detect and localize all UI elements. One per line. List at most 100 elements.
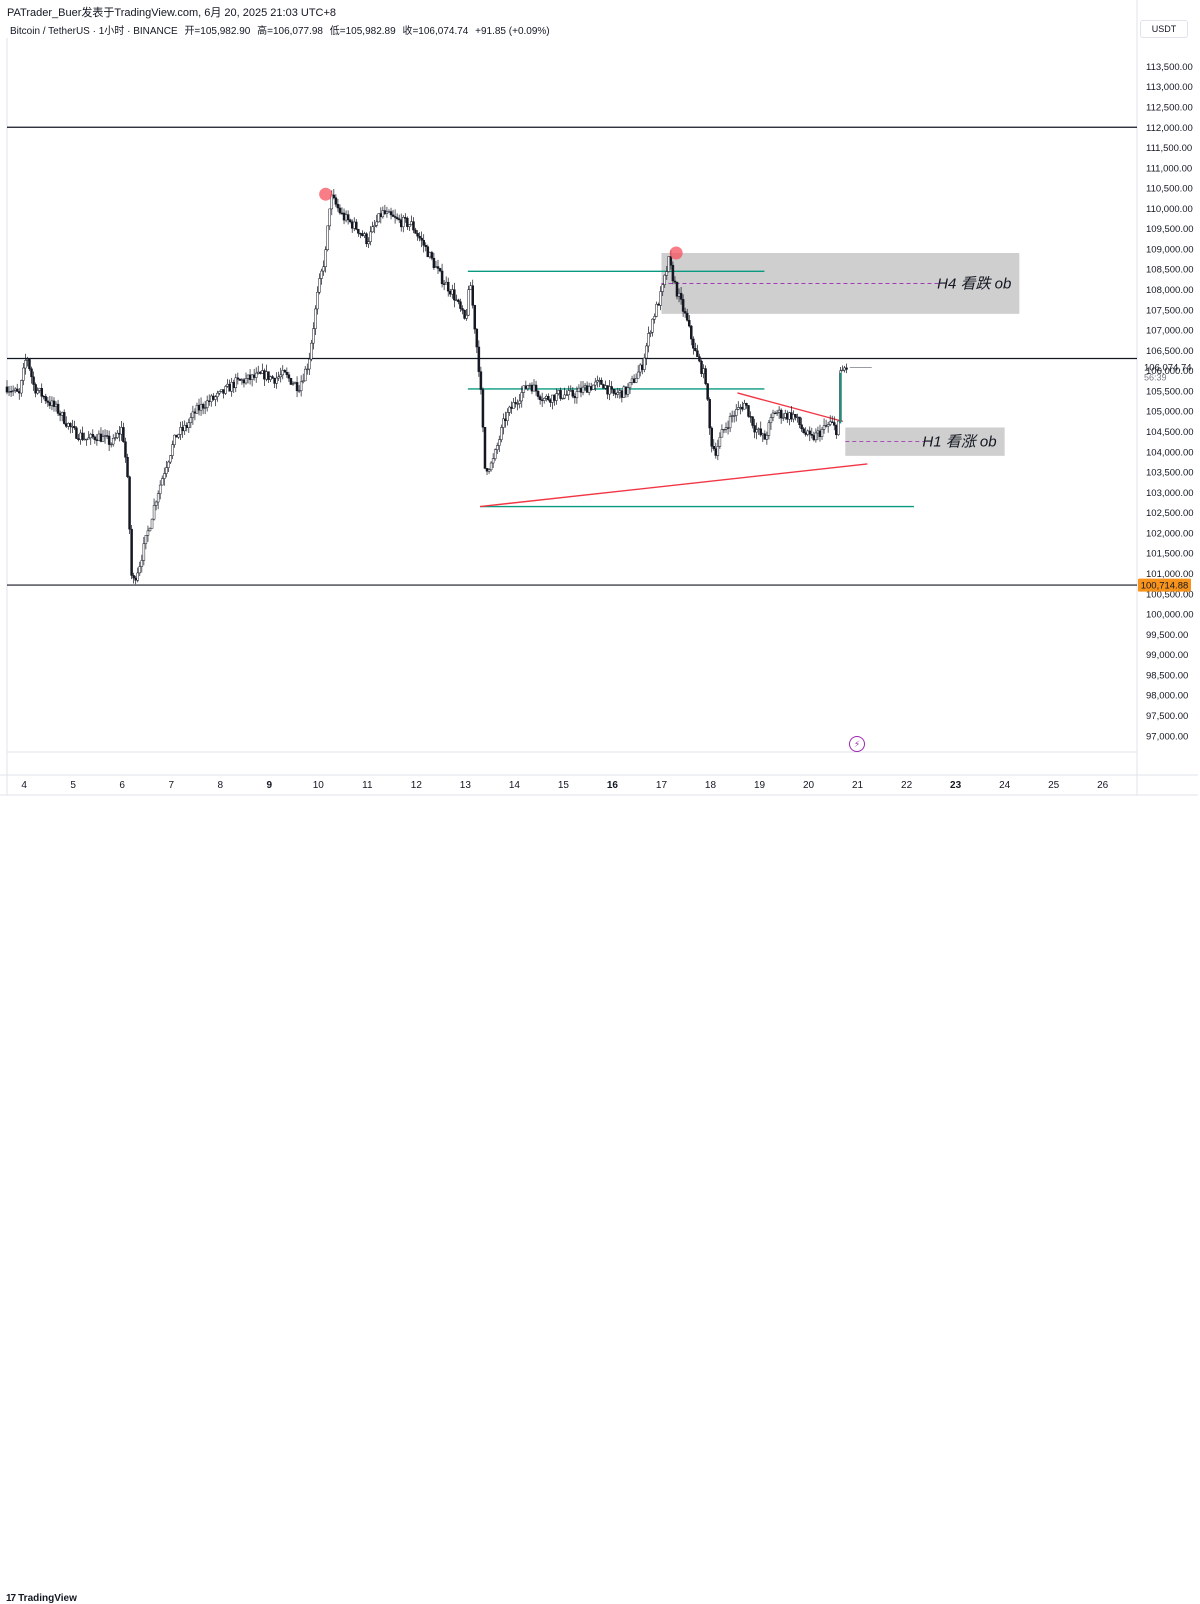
price-chart[interactable]: H4 看跌 ob H1 看涨 ob 97,000.00 97,500.00 98,00… [0,0,1200,815]
candle-body [154,501,158,506]
candle-body [802,428,805,433]
candle-body [600,379,603,385]
candle-body [269,376,272,380]
currency-selector[interactable]: USDT [1140,20,1188,38]
y-tick-label: 97,000.00 [1146,731,1188,742]
candle-body [189,417,193,424]
candle-body [538,396,542,401]
candle-body [77,438,80,440]
candle-body [114,437,117,439]
candle-body [367,241,370,245]
candle-body [234,377,238,389]
y-tick-label: 112,000.00 [1146,123,1193,134]
candle-body [395,217,399,220]
candle-body [606,385,609,395]
candle-body [177,434,180,438]
price-axis[interactable]: 97,000.00 97,500.00 98,000.00 98,500.00 99,0… [1146,62,1194,742]
candle-body [712,446,716,449]
candle-body [536,390,540,397]
ob-zones: H4 看跌 ob H1 看涨 ob [661,253,1020,456]
candle-body [320,270,323,279]
candle-body [365,233,368,245]
candle-body [557,390,560,394]
candle-body [222,389,225,394]
candle-body [146,530,150,536]
candle-body [843,367,846,371]
candle-body [757,428,760,430]
candle-body [771,412,775,418]
candle-body [471,285,474,306]
candle-body [534,384,538,392]
y-tick-label: 107,000.00 [1146,326,1194,337]
candle-body [808,430,812,435]
bar-countdown-label: 56:39 [1144,373,1167,383]
candle-body [334,197,338,205]
candle-body [81,432,84,440]
symbol-title[interactable]: Bitcoin / TetherUS · 1小时 · BINANCE [10,26,178,37]
candle-body [111,437,115,445]
candle-body [87,437,90,440]
candle-body [169,455,172,463]
candle-body [636,371,640,379]
ob-zone-label: H1 看涨 ob [922,434,996,451]
candle-body [377,213,381,223]
y-tick-label: 104,000.00 [1146,447,1194,458]
candle-body [837,420,840,436]
candle-body [232,381,235,389]
candle-body [845,367,848,370]
candle-body [38,388,41,391]
candles [5,189,872,585]
x-tick-label: 18 [705,780,717,791]
x-tick-label: 5 [70,780,76,791]
candle-body [796,416,799,419]
candle-body [389,211,393,216]
candle-body [779,409,783,419]
candle-body [412,221,415,231]
x-tick-label: 13 [460,780,472,791]
candle-body [775,412,779,414]
candle-body [604,385,607,389]
candle-body [310,342,313,360]
candle-body [591,384,595,390]
candle-body [692,338,695,349]
candle-body [479,371,483,390]
y-tick-label: 105,000.00 [1146,407,1194,418]
candle-body [363,233,366,237]
candle-body [295,382,299,392]
candle-body [64,423,68,427]
time-axis[interactable]: 4 5 6 7 8 9 10 11 12 13 14 15 16 17 18 19 20 21 22 23 24 25 26 [21,780,1108,791]
candle-body [765,435,769,440]
candle-body [52,400,56,407]
candle-body [289,378,293,385]
candle-body [671,264,675,282]
candle-body [528,384,532,387]
candle-body [332,194,336,199]
candle-body [520,392,524,402]
candle-body [661,284,664,292]
candle-body [218,391,221,394]
candle-body [103,435,107,437]
x-tick-label: 10 [313,780,325,791]
candle-body [140,560,144,567]
candle-body [338,207,342,214]
candle-body [759,428,762,436]
x-tick-label: 20 [803,780,815,791]
x-tick-label: 17 [656,780,668,791]
candle-body [818,430,822,437]
candle-body [444,281,448,285]
candle-body [344,214,348,221]
candle-body [416,233,419,237]
candle-body [308,358,311,370]
candle-body [841,369,844,372]
candle-body [516,403,519,405]
candle-body [504,418,507,421]
candle-body [624,386,628,395]
flash-icon[interactable]: ⚡ [849,736,865,752]
candle-body [816,430,820,434]
candle-body [422,239,425,246]
candle-body [397,218,401,221]
candle-body [40,388,43,397]
candle-body [708,399,711,429]
candle-body [224,386,227,394]
candle-body [739,406,742,409]
